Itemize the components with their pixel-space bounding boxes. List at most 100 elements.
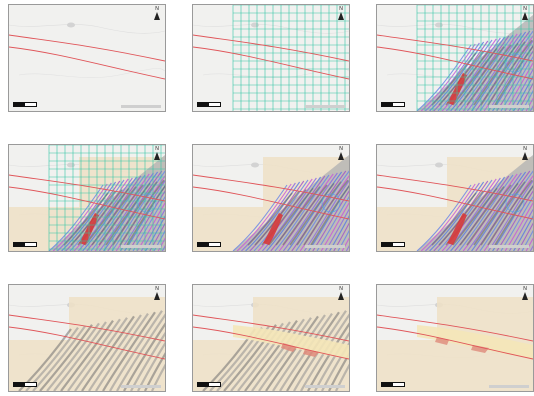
zone-polygon bbox=[377, 297, 533, 391]
north-arrow-icon: N bbox=[153, 7, 161, 21]
geology-ridge bbox=[447, 213, 467, 245]
basemap bbox=[193, 5, 349, 111]
north-arrow-icon: N bbox=[337, 7, 345, 21]
corridor-north-line bbox=[9, 174, 165, 202]
corridor-south-line bbox=[9, 326, 165, 360]
map-credits bbox=[489, 245, 529, 248]
north-arrow-icon: N bbox=[337, 287, 345, 301]
scale-bar bbox=[197, 102, 221, 107]
map-canvas-5 bbox=[193, 145, 349, 251]
map-panel-5: N bbox=[192, 144, 350, 252]
map-credits bbox=[489, 105, 529, 108]
scale-bar bbox=[381, 382, 405, 387]
map-panel-1: N bbox=[8, 4, 166, 112]
scale-bar bbox=[13, 242, 37, 247]
scale-bar bbox=[197, 382, 221, 387]
lake bbox=[251, 162, 259, 168]
lake bbox=[435, 22, 443, 28]
map-credits bbox=[305, 245, 345, 248]
map-credits bbox=[121, 105, 161, 108]
corridor-north-line bbox=[9, 314, 165, 342]
lake bbox=[251, 22, 259, 28]
lake bbox=[435, 162, 443, 168]
corridor-north-line bbox=[9, 34, 165, 62]
corridor-south-line bbox=[193, 186, 349, 220]
map-credits bbox=[489, 385, 529, 388]
north-arrow-icon: N bbox=[521, 287, 529, 301]
geology-layer bbox=[232, 155, 349, 251]
map-panel-6: N bbox=[376, 144, 534, 252]
selected-parcel bbox=[303, 349, 319, 357]
north-label: N bbox=[523, 6, 527, 12]
map-panel-4: N bbox=[8, 144, 166, 252]
corridor-south-line bbox=[377, 186, 533, 220]
feature-ring bbox=[505, 53, 525, 73]
north-label: N bbox=[155, 6, 159, 12]
lake bbox=[67, 162, 75, 168]
scale-bar bbox=[381, 242, 405, 247]
north-label: N bbox=[523, 146, 527, 152]
map-canvas-6 bbox=[377, 145, 533, 251]
map-canvas-4 bbox=[9, 145, 165, 251]
map-panel-8: N bbox=[192, 284, 350, 392]
road-line bbox=[193, 24, 349, 34]
geology-ridge bbox=[263, 213, 283, 245]
gray-geology-layer bbox=[18, 310, 165, 391]
feature-ring bbox=[321, 193, 341, 213]
north-arrow-icon: N bbox=[521, 147, 529, 161]
map-canvas-2 bbox=[193, 5, 349, 111]
scale-bar bbox=[13, 102, 37, 107]
feature-ring bbox=[505, 193, 525, 213]
north-label: N bbox=[339, 286, 343, 292]
map-panel-9: N bbox=[376, 284, 534, 392]
corridor-north-line bbox=[193, 34, 349, 62]
north-label: N bbox=[339, 6, 343, 12]
corridor-south-line bbox=[193, 326, 349, 360]
geology-layer bbox=[416, 155, 533, 251]
map-credits bbox=[121, 245, 161, 248]
geology-layer bbox=[48, 155, 165, 251]
scale-bar bbox=[13, 382, 37, 387]
survey-grid bbox=[48, 145, 165, 251]
selected-corridor bbox=[417, 325, 533, 359]
corridor-south-line bbox=[9, 46, 165, 80]
road-line bbox=[18, 68, 165, 78]
road-line bbox=[202, 68, 349, 78]
map-canvas-9 bbox=[377, 285, 533, 391]
map-canvas-1 bbox=[9, 5, 165, 111]
north-arrow-icon: N bbox=[521, 7, 529, 21]
survey-grid bbox=[232, 5, 349, 111]
corridor-south-line bbox=[193, 46, 349, 80]
map-credits bbox=[121, 385, 161, 388]
lake bbox=[67, 22, 75, 28]
selected-corridor bbox=[233, 325, 349, 359]
feature-ring bbox=[137, 193, 157, 213]
corridor-south-line bbox=[377, 46, 533, 80]
map-canvas-3 bbox=[377, 5, 533, 111]
basemap bbox=[9, 5, 165, 111]
north-arrow-icon: N bbox=[153, 287, 161, 301]
map-canvas-8 bbox=[193, 285, 349, 391]
north-label: N bbox=[523, 286, 527, 292]
scale-bar bbox=[197, 242, 221, 247]
map-panel-7: N bbox=[8, 284, 166, 392]
corridor-north-line bbox=[193, 314, 349, 342]
map-credits bbox=[305, 105, 345, 108]
north-label: N bbox=[155, 286, 159, 292]
north-label: N bbox=[339, 146, 343, 152]
map-canvas-7 bbox=[9, 285, 165, 391]
corridor-north-line bbox=[377, 174, 533, 202]
north-arrow-icon: N bbox=[337, 147, 345, 161]
corridor-north-line bbox=[193, 174, 349, 202]
selected-parcel bbox=[281, 343, 297, 352]
map-panel-2: N bbox=[192, 4, 350, 112]
corridor-north-line bbox=[377, 314, 533, 342]
corridor-south-line bbox=[9, 186, 165, 220]
map-credits bbox=[305, 385, 345, 388]
map-panel-3: N bbox=[376, 4, 534, 112]
selected-parcel bbox=[471, 345, 489, 353]
north-arrow-icon: N bbox=[153, 147, 161, 161]
corridor-south-line bbox=[377, 326, 533, 360]
scale-bar bbox=[381, 102, 405, 107]
corridor-north-line bbox=[377, 34, 533, 62]
